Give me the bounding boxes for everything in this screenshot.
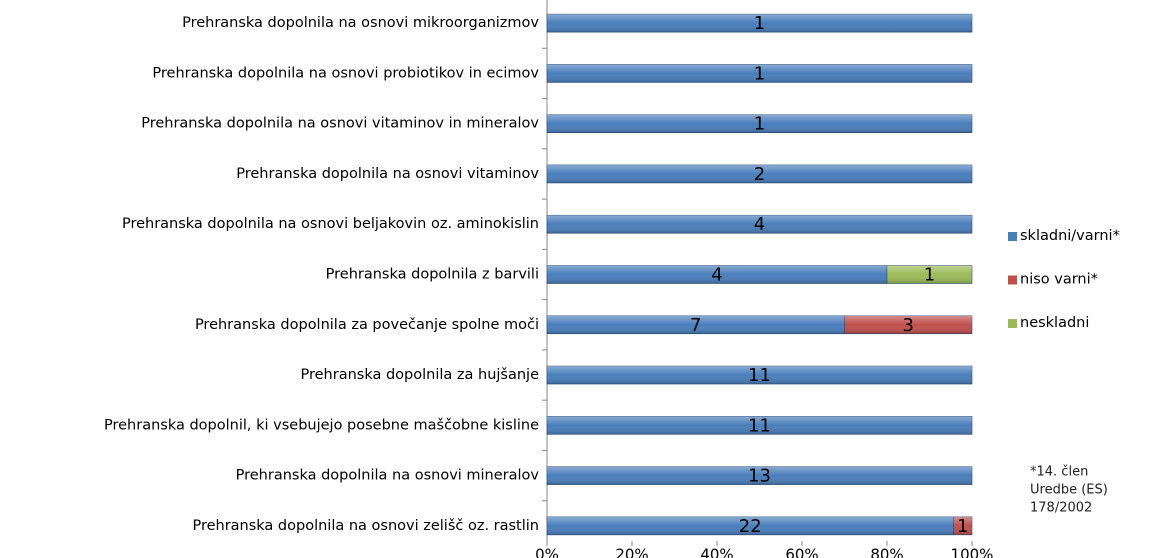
data-label: 22 <box>739 516 762 537</box>
legend-swatch <box>1008 275 1017 285</box>
category-label: Prehranska dopolnila na osnovi mineralov <box>236 468 540 484</box>
data-label: 3 <box>903 315 914 336</box>
data-label: 4 <box>754 214 765 235</box>
data-label: 1 <box>754 63 765 84</box>
category-label: Prehranska dopolnila na osnovi beljakovi… <box>122 216 539 232</box>
data-label: 13 <box>748 466 771 487</box>
bar-shine <box>547 215 972 234</box>
data-label: 1 <box>924 265 935 286</box>
bar-shine <box>547 64 972 83</box>
category-label: Prehranska dopolnila za povečanje spolne… <box>195 317 539 333</box>
annotation: Uredbe (ES) <box>1030 483 1108 498</box>
data-label: 4 <box>711 265 722 286</box>
legend-label: skladni/varni* <box>1020 228 1120 244</box>
bar-shine <box>547 516 954 535</box>
category-label: Prehranska dopolnila na osnovi zelišč oz… <box>192 518 539 534</box>
annotation: 178/2002 <box>1030 501 1092 516</box>
data-label: 11 <box>748 415 771 436</box>
bar-shine <box>547 315 845 334</box>
bar-shine <box>547 416 972 435</box>
category-label: Prehranska dopolnila na osnovi mikroorga… <box>182 15 539 31</box>
x-tick-label: 100% <box>951 546 994 558</box>
bar-shine <box>953 516 972 535</box>
x-tick-label: 80% <box>870 546 903 558</box>
x-tick-label: 60% <box>785 546 818 558</box>
bar-shine <box>547 265 887 284</box>
legend-swatch <box>1008 232 1017 241</box>
category-label: Prehranska dopolnila z barvili <box>326 267 539 283</box>
bar-shine <box>547 164 972 183</box>
category-label: Prehranska dopolnila na osnovi vitaminov… <box>141 116 539 132</box>
data-label: 1 <box>957 516 968 537</box>
data-label: 1 <box>754 13 765 34</box>
data-label: 7 <box>690 315 701 336</box>
bar-shine <box>844 315 972 334</box>
category-label: Prehranska dopolnila na osnovi vitaminov <box>236 166 539 182</box>
data-label: 1 <box>754 114 765 135</box>
category-label: Prehranska dopolnila na osnovi probiotik… <box>152 65 539 81</box>
category-label: Prehranska dopolnila za hujšanje <box>301 367 540 383</box>
x-tick-label: 0% <box>535 546 559 558</box>
legend-swatch <box>1008 319 1017 328</box>
bar-shine <box>547 466 972 485</box>
bar-shine <box>547 14 972 33</box>
data-label: 11 <box>748 365 771 386</box>
bar-shine <box>887 265 972 284</box>
category-label: Prehranska dopolnil, ki vsebujejo posebn… <box>104 417 539 433</box>
legend-label: niso varni* <box>1020 272 1098 288</box>
x-tick-label: 40% <box>700 546 733 558</box>
bar-shine <box>547 366 972 385</box>
annotation: *14. člen <box>1030 465 1088 480</box>
data-label: 2 <box>754 164 765 185</box>
x-tick-label: 20% <box>615 546 648 558</box>
legend-label: neskladni <box>1020 315 1089 331</box>
bar-shine <box>547 114 972 133</box>
